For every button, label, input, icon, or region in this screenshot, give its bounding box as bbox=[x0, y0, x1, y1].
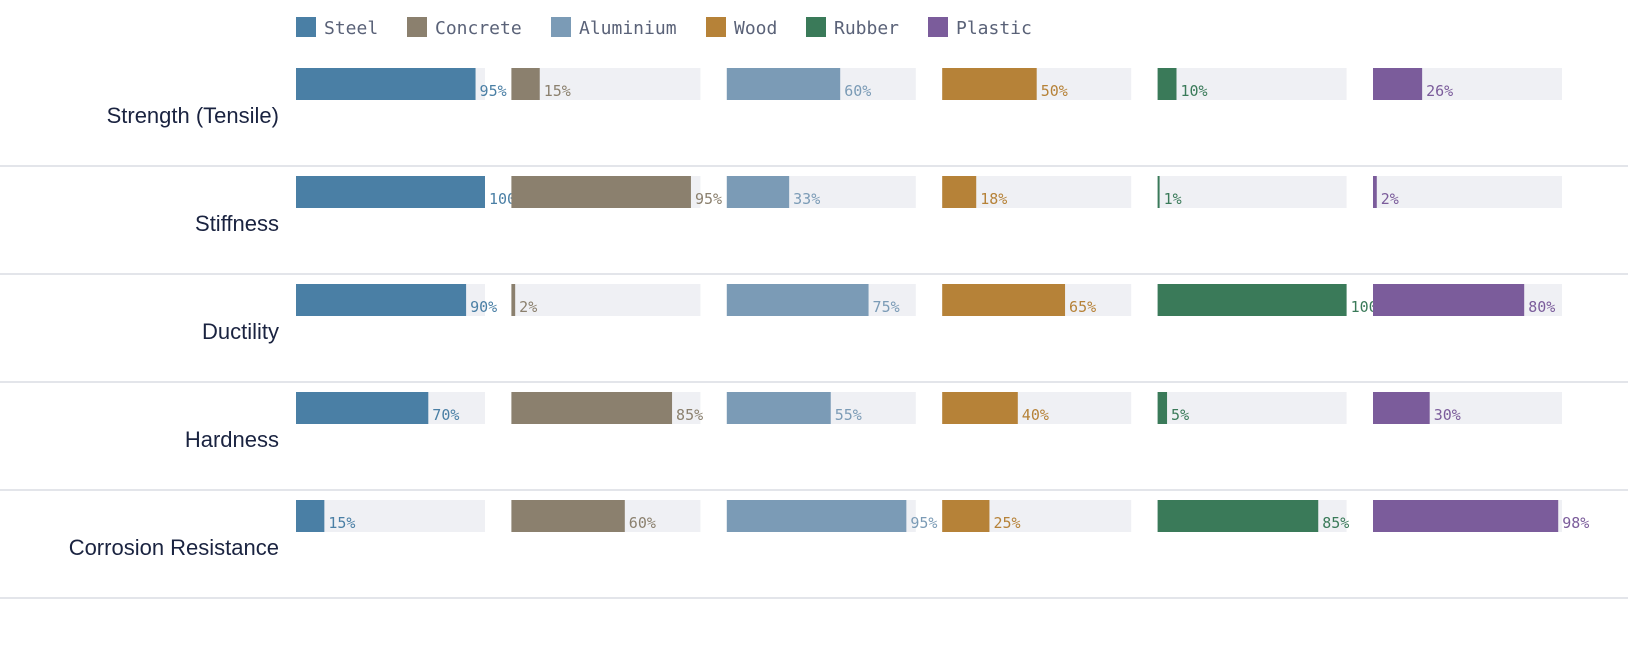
bar bbox=[1373, 500, 1559, 532]
row-label: Strength (Tensile) bbox=[107, 103, 279, 128]
legend-label: Plastic bbox=[956, 18, 1032, 39]
bar-value-label: 15% bbox=[328, 514, 355, 532]
bar-value-label: 15% bbox=[544, 82, 571, 100]
bar-value-label: 5% bbox=[1171, 406, 1189, 424]
legend-swatch bbox=[296, 17, 316, 37]
bar-track bbox=[511, 68, 701, 100]
bar bbox=[511, 68, 540, 100]
bar bbox=[1157, 68, 1177, 100]
legend-swatch bbox=[928, 17, 948, 37]
bar-value-label: 85% bbox=[676, 406, 703, 424]
bar bbox=[511, 500, 625, 532]
bar-value-label: 90% bbox=[470, 298, 497, 316]
bar bbox=[1157, 284, 1347, 316]
bar-value-label: 18% bbox=[980, 190, 1007, 208]
bar-value-label: 25% bbox=[993, 514, 1020, 532]
bar-value-label: 2% bbox=[519, 298, 537, 316]
legend-item: Concrete bbox=[407, 17, 522, 39]
bar-value-label: 95% bbox=[910, 514, 937, 532]
bar bbox=[726, 392, 831, 424]
bar bbox=[1157, 392, 1168, 424]
bar-value-label: 10% bbox=[1181, 82, 1208, 100]
bar bbox=[726, 500, 907, 532]
bar-value-label: 65% bbox=[1069, 298, 1096, 316]
bar bbox=[1373, 68, 1423, 100]
bar bbox=[1373, 284, 1525, 316]
row-label: Hardness bbox=[185, 427, 279, 452]
bar-track bbox=[296, 500, 485, 532]
bar-value-label: 30% bbox=[1434, 406, 1461, 424]
bar bbox=[726, 176, 790, 208]
bar bbox=[511, 176, 691, 208]
bar bbox=[942, 176, 977, 208]
bar bbox=[296, 500, 325, 532]
bar-value-label: 85% bbox=[1322, 514, 1349, 532]
bar bbox=[1373, 392, 1430, 424]
bar-value-label: 2% bbox=[1381, 190, 1399, 208]
bar-track bbox=[1373, 176, 1562, 208]
legend-label: Wood bbox=[734, 18, 777, 39]
bar bbox=[942, 284, 1066, 316]
bar bbox=[726, 68, 841, 100]
bar-track bbox=[1157, 392, 1347, 424]
bar bbox=[296, 176, 485, 208]
bar-track bbox=[1157, 176, 1347, 208]
legend-item: Wood bbox=[706, 17, 777, 39]
legend-item: Rubber bbox=[806, 17, 899, 39]
bar-value-label: 60% bbox=[844, 82, 871, 100]
bar-value-label: 33% bbox=[793, 190, 820, 208]
bar-value-label: 40% bbox=[1022, 406, 1049, 424]
legend-swatch bbox=[551, 17, 571, 37]
bar-value-label: 26% bbox=[1426, 82, 1453, 100]
bar bbox=[511, 392, 673, 424]
bar bbox=[1157, 176, 1160, 208]
bar-value-label: 95% bbox=[695, 190, 722, 208]
legend-swatch bbox=[806, 17, 826, 37]
bar bbox=[942, 500, 990, 532]
bar bbox=[726, 284, 869, 316]
legend-label: Concrete bbox=[435, 18, 522, 39]
bar-value-label: 70% bbox=[432, 406, 459, 424]
bar-track bbox=[1157, 68, 1347, 100]
bar-value-label: 1% bbox=[1164, 190, 1182, 208]
bar bbox=[296, 68, 476, 100]
bar-value-label: 75% bbox=[873, 298, 900, 316]
row-label: Ductility bbox=[202, 319, 279, 344]
legend-label: Aluminium bbox=[579, 18, 677, 39]
bar-value-label: 95% bbox=[480, 82, 507, 100]
bar bbox=[296, 284, 467, 316]
row-label: Stiffness bbox=[195, 211, 279, 236]
legend-label: Steel bbox=[324, 18, 378, 39]
bar bbox=[942, 392, 1018, 424]
bar-value-label: 98% bbox=[1562, 514, 1589, 532]
bar-value-label: 50% bbox=[1041, 82, 1068, 100]
bar bbox=[296, 392, 429, 424]
bar-track bbox=[511, 284, 701, 316]
legend-item: Aluminium bbox=[551, 17, 677, 39]
legend-label: Rubber bbox=[834, 18, 899, 39]
bar bbox=[1373, 176, 1377, 208]
row-label: Corrosion Resistance bbox=[69, 535, 279, 560]
legend-swatch bbox=[706, 17, 726, 37]
legend-item: Steel bbox=[296, 17, 378, 39]
legend-swatch bbox=[407, 17, 427, 37]
bar-value-label: 55% bbox=[835, 406, 862, 424]
bar-value-label: 60% bbox=[629, 514, 656, 532]
bar bbox=[1157, 500, 1319, 532]
bar-value-label: 80% bbox=[1528, 298, 1555, 316]
bar bbox=[942, 68, 1037, 100]
legend-item: Plastic bbox=[928, 17, 1032, 39]
bar bbox=[511, 284, 516, 316]
